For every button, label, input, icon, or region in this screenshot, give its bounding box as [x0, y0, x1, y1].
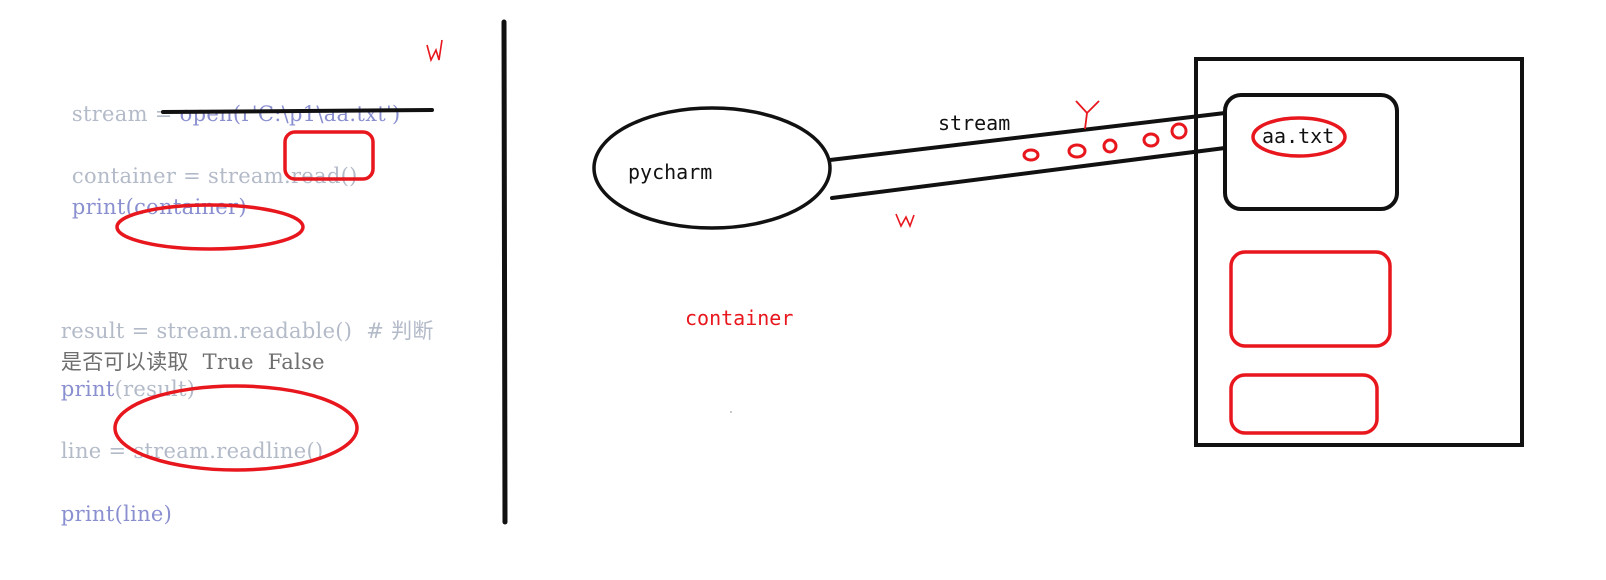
- empty-file-box: [1229, 373, 1379, 435]
- code-print-fn: print: [71, 195, 126, 219]
- highlight-ellipse-empty: [115, 203, 305, 251]
- file-label: aa.txt: [1262, 124, 1335, 148]
- file-box: [1223, 93, 1399, 211]
- code-print-fn: print: [60, 502, 115, 526]
- code-container-assign: container = stream.: [71, 164, 291, 188]
- code-print-fn: print: [60, 377, 115, 401]
- code-print-args: (line): [114, 502, 173, 526]
- highlight-ellipse-readline: [113, 384, 359, 472]
- code-line-print-line: print(line): [33, 478, 172, 550]
- data-bubble: [1067, 143, 1087, 159]
- code-readline-call: stream.readline(): [133, 439, 324, 463]
- code-stream-assign: stream =: [71, 102, 180, 126]
- mark-r-stroke: [1075, 100, 1100, 130]
- code-line-readable: result = stream.readable() # 判断: [33, 291, 434, 369]
- code-line-readline: line = stream.readline(): [33, 415, 323, 487]
- divider-line: [501, 19, 508, 525]
- highlight-read-box: [283, 130, 375, 181]
- stream-pipe-bottom: [830, 146, 1227, 200]
- data-bubble: [1142, 132, 1160, 148]
- code-open-fn: open: [179, 102, 233, 126]
- code-readable: result = stream.readable() # 判断: [60, 319, 434, 343]
- code-read-call: read(): [290, 164, 358, 188]
- pycharm-ellipse: [592, 106, 832, 230]
- code-open-args: (r'C:\p1\aa.txt'): [232, 102, 401, 126]
- code-line-open: stream = open(r'C:\p1\aa.txt'): [44, 78, 401, 150]
- pycharm-label: pycharm: [628, 160, 713, 184]
- underline-open: [161, 108, 434, 114]
- code-line-comment: 是否可以读取 True False: [33, 322, 325, 400]
- code-comment: 是否可以读取 True False: [60, 350, 325, 374]
- file-name-ellipse: [1251, 116, 1347, 158]
- empty-file-box: [1229, 250, 1392, 348]
- container-label: container: [685, 306, 794, 330]
- stream-label: stream: [938, 111, 1011, 135]
- code-line-read: container = stream.read(): [44, 140, 358, 212]
- data-bubble: [1102, 138, 1118, 154]
- stray-dot: [730, 411, 732, 413]
- code-line-assign: line =: [60, 439, 134, 463]
- stream-pipe-top: [828, 111, 1227, 162]
- data-bubble: [1170, 122, 1188, 140]
- storage-box: [1194, 57, 1524, 447]
- mark-w-top-stroke: [426, 39, 443, 63]
- mark-w-bottom-stroke: [895, 213, 915, 229]
- data-bubble: [1022, 148, 1040, 162]
